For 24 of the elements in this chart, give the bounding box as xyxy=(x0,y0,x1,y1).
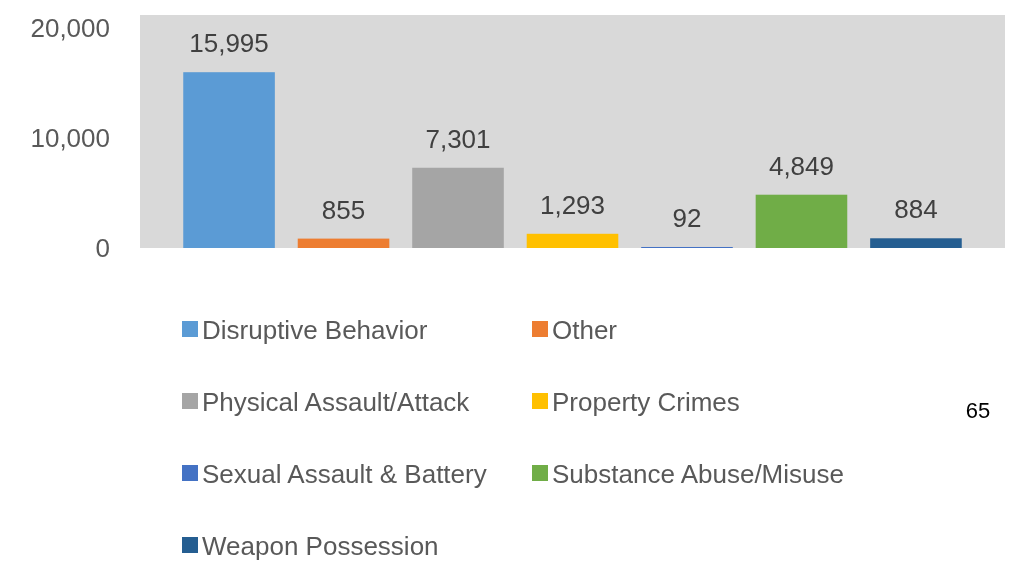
data-label: 855 xyxy=(321,194,366,225)
data-label: 884 xyxy=(894,194,938,225)
data-label: 92 xyxy=(672,202,702,233)
bar xyxy=(526,233,619,248)
bar xyxy=(297,238,390,248)
data-label: 1,293 xyxy=(539,189,606,220)
legend-label: Physical Assault/Attack xyxy=(202,387,471,418)
legend-label: Sexual Assault & Battery xyxy=(202,459,487,490)
bar xyxy=(870,238,962,248)
legend-label: Property Crimes xyxy=(552,387,740,418)
bar xyxy=(412,167,504,248)
legend-label: Other xyxy=(552,315,618,346)
data-label: 15,995 xyxy=(189,28,269,59)
y-tick-label: 10,000 xyxy=(30,123,110,154)
data-label: 7,301 xyxy=(425,123,491,154)
y-tick-label: 0 xyxy=(95,233,110,264)
legend-label: Disruptive Behavior xyxy=(202,315,428,346)
bar xyxy=(755,194,848,248)
text: 65 xyxy=(965,398,991,423)
bar xyxy=(183,72,275,248)
legend-label: Weapon Possession xyxy=(202,531,439,562)
y-tick-label: 20,000 xyxy=(30,13,110,44)
data-label: 4,849 xyxy=(768,150,835,181)
legend-label: Substance Abuse/Misuse xyxy=(552,459,844,490)
